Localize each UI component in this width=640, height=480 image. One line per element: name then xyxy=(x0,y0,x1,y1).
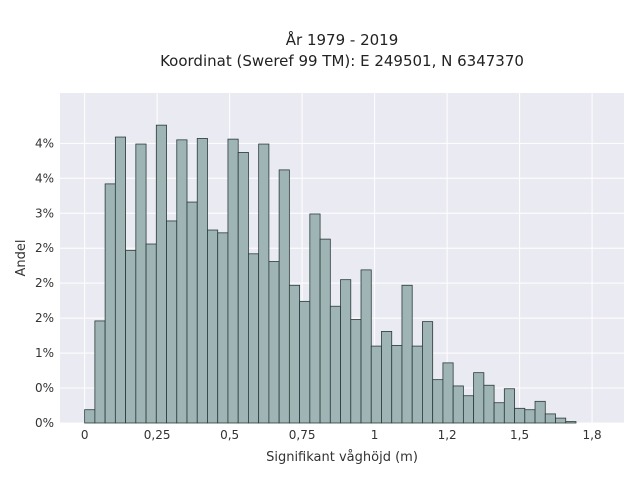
x-tick-labels: 0 0,25 0,5 0,75 1 1,2 1,5 1,8 xyxy=(81,428,602,442)
histogram-bar xyxy=(309,213,321,424)
x-tick-label: 1,2 xyxy=(438,428,457,442)
histogram-bar xyxy=(258,143,270,424)
histogram-bar xyxy=(217,232,229,424)
bars xyxy=(84,124,577,424)
histogram-bar xyxy=(114,136,126,424)
histogram-bar xyxy=(411,345,423,424)
x-tick-label: 0 xyxy=(81,428,89,442)
y-tick-labels: 0% 0% 1% 2% 2% 2% 3% 4% 4% xyxy=(35,136,54,430)
x-tick-label: 0,25 xyxy=(144,428,171,442)
histogram-bar xyxy=(370,345,382,424)
y-tick-label: 3% xyxy=(35,206,54,220)
y-tick-label: 2% xyxy=(35,311,54,325)
y-axis-label: Andel xyxy=(14,240,29,277)
histogram-bar xyxy=(84,409,96,424)
histogram-bar xyxy=(391,344,403,424)
histogram-bar xyxy=(155,124,167,424)
histogram-bar xyxy=(319,238,331,424)
x-tick-label: 1,8 xyxy=(583,428,602,442)
histogram-bar xyxy=(432,379,444,424)
y-tick-label: 2% xyxy=(35,241,54,255)
x-tick-label: 1 xyxy=(371,428,379,442)
histogram-bar xyxy=(268,261,280,424)
histogram-bar xyxy=(207,229,219,424)
histogram-bar xyxy=(534,400,546,424)
x-tick-label: 0,5 xyxy=(220,428,239,442)
y-tick-label: 4% xyxy=(35,136,54,150)
y-tick-label: 0% xyxy=(35,416,54,430)
histogram-bar xyxy=(555,417,567,424)
y-tick-label: 4% xyxy=(35,171,54,185)
histogram-bar xyxy=(299,300,311,424)
histogram-bar xyxy=(503,388,515,424)
x-tick-label: 1,5 xyxy=(510,428,529,442)
histogram-bar xyxy=(462,395,475,424)
x-axis-label: Signifikant våghöjd (m) xyxy=(266,450,418,465)
histogram-bar xyxy=(483,384,495,424)
histogram-bar xyxy=(401,284,413,424)
histogram-bar xyxy=(442,362,454,424)
histogram-bar xyxy=(94,320,106,424)
histogram-bar xyxy=(524,409,536,424)
histogram-bar xyxy=(329,305,341,424)
histogram-bar xyxy=(196,138,208,424)
histogram-bar xyxy=(493,402,505,424)
histogram-bar xyxy=(350,319,362,424)
histogram-bar xyxy=(248,253,260,424)
histogram-bar xyxy=(104,183,116,424)
histogram-bar xyxy=(473,372,485,424)
histogram-bar xyxy=(135,143,147,424)
histogram-bar xyxy=(360,269,372,424)
histogram-bar xyxy=(565,421,577,424)
histogram-bar xyxy=(288,284,301,424)
histogram-bar xyxy=(381,331,393,424)
chart-subtitle: Koordinat (Sweref 99 TM): E 249501, N 63… xyxy=(160,52,524,70)
x-tick-label: 0,75 xyxy=(289,428,316,442)
histogram-bar xyxy=(544,413,556,424)
histogram-bar xyxy=(422,321,434,424)
histogram-bar xyxy=(514,407,526,424)
histogram-bar xyxy=(125,249,137,424)
histogram-bar xyxy=(452,385,464,424)
y-tick-label: 2% xyxy=(35,276,54,290)
histogram-bar xyxy=(166,220,178,424)
y-tick-label: 1% xyxy=(35,346,54,360)
histogram-bar xyxy=(186,201,198,424)
histogram-bar xyxy=(340,279,352,424)
histogram-bar xyxy=(227,138,239,424)
histogram-bar xyxy=(145,243,157,424)
histogram-bar xyxy=(278,169,290,424)
histogram-bar xyxy=(237,152,249,424)
chart-title: År 1979 - 2019 xyxy=(286,30,399,49)
histogram-bar xyxy=(176,139,188,424)
y-tick-label: 0% xyxy=(35,381,54,395)
